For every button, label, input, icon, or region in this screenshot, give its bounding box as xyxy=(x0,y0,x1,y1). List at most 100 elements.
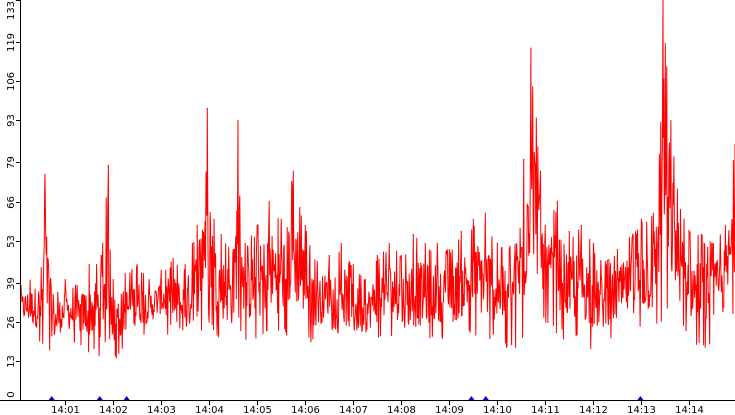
data-point xyxy=(556,200,558,203)
data-point xyxy=(304,225,306,227)
data-point xyxy=(196,225,198,227)
data-point xyxy=(88,264,90,266)
data-point xyxy=(220,234,222,236)
data-point xyxy=(652,212,655,215)
data-point xyxy=(688,231,691,233)
data-point xyxy=(40,267,42,269)
event-markers xyxy=(48,396,644,400)
data-point xyxy=(64,279,66,281)
x-tick-label: 14:01 xyxy=(51,405,80,415)
x-tick-label: 14:02 xyxy=(99,405,128,415)
x-tick-label: 14:13 xyxy=(627,405,656,415)
y-tick-label: 66 xyxy=(6,196,17,209)
y-tick-label: 39 xyxy=(6,277,17,290)
data-point xyxy=(160,270,162,272)
data-point xyxy=(539,170,542,172)
data-point xyxy=(316,261,318,263)
data-point xyxy=(388,243,390,245)
y-tick-label: 93 xyxy=(6,114,17,127)
data-point xyxy=(136,264,138,266)
event-marker xyxy=(123,396,130,400)
data-point xyxy=(592,243,595,245)
data-point xyxy=(364,279,366,281)
data-point xyxy=(400,255,402,257)
series-line xyxy=(20,0,735,359)
x-tick-label: 14:03 xyxy=(147,405,176,415)
data-point xyxy=(213,218,215,221)
data-point xyxy=(148,279,150,281)
data-point xyxy=(328,255,330,257)
x-tick-label: 14:07 xyxy=(339,405,368,415)
x-tick-label: 14:05 xyxy=(243,405,272,415)
x-tick-label: 14:10 xyxy=(483,405,512,415)
data-point xyxy=(640,218,643,221)
x-tick-label: 14:04 xyxy=(195,405,224,415)
data-point xyxy=(376,255,378,257)
y-tick-label: 13 xyxy=(6,355,17,368)
data-point xyxy=(484,212,486,215)
y-tick-label: 0 xyxy=(6,391,17,397)
y-tick-label: 53 xyxy=(6,235,17,248)
event-marker xyxy=(637,396,644,400)
data-point xyxy=(604,261,607,263)
data-point xyxy=(616,249,619,251)
data-point xyxy=(628,237,631,239)
data-point xyxy=(424,243,426,245)
data-point xyxy=(523,158,525,160)
data-point xyxy=(44,173,46,175)
data-point xyxy=(76,285,78,287)
data-point xyxy=(292,170,294,172)
data-point xyxy=(237,119,239,121)
y-tick-label: 79 xyxy=(6,156,17,169)
x-tick-label: 14:12 xyxy=(579,405,608,415)
event-marker xyxy=(468,396,475,400)
data-point xyxy=(107,164,109,166)
data-point xyxy=(568,231,570,233)
x-tick-label: 14:14 xyxy=(675,405,704,415)
data-point xyxy=(352,264,354,266)
x-tick-label: 14:11 xyxy=(531,405,560,415)
data-point xyxy=(700,234,703,236)
event-marker xyxy=(48,396,55,400)
data-point xyxy=(52,294,54,296)
event-marker xyxy=(482,396,489,400)
data-point xyxy=(256,225,258,227)
x-tick-label: 14:08 xyxy=(387,405,416,415)
data-point xyxy=(124,273,126,275)
data-point xyxy=(580,225,582,227)
data-point xyxy=(530,47,532,49)
data-point xyxy=(184,264,186,266)
data-point xyxy=(100,255,102,257)
data-point xyxy=(508,249,510,251)
x-tick-label: 14:06 xyxy=(291,405,320,415)
data-point xyxy=(676,188,679,191)
y-tick-label: 119 xyxy=(6,33,17,52)
y-tick-label: 26 xyxy=(6,316,17,329)
data-point xyxy=(280,218,282,221)
data-point xyxy=(662,0,664,1)
series-layer xyxy=(20,0,735,359)
data-point xyxy=(232,249,234,251)
data-point xyxy=(112,279,114,281)
data-point xyxy=(724,225,727,227)
data-point xyxy=(448,249,450,251)
data-point xyxy=(436,243,438,245)
x-axis: 14:01 14:02 14:03 14:04 14:05 14:06 14:07 14:08… xyxy=(51,400,704,415)
data-point xyxy=(472,218,474,221)
data-point xyxy=(712,243,715,245)
y-tick-label: 106 xyxy=(6,72,17,91)
y-tick-label: 133 xyxy=(6,1,17,20)
data-point xyxy=(544,225,546,227)
data-point xyxy=(172,258,174,260)
data-point xyxy=(460,231,462,233)
data-point xyxy=(206,107,208,109)
data-point xyxy=(268,200,270,203)
data-point xyxy=(496,243,498,245)
data-point xyxy=(244,243,246,245)
data-point xyxy=(340,243,342,245)
data-point xyxy=(412,234,414,236)
y-axis: 0 13 26 39 53 66 79 93 106 119 133 xyxy=(6,0,21,401)
x-tick-label: 14:09 xyxy=(435,405,464,415)
event-marker xyxy=(96,396,103,400)
